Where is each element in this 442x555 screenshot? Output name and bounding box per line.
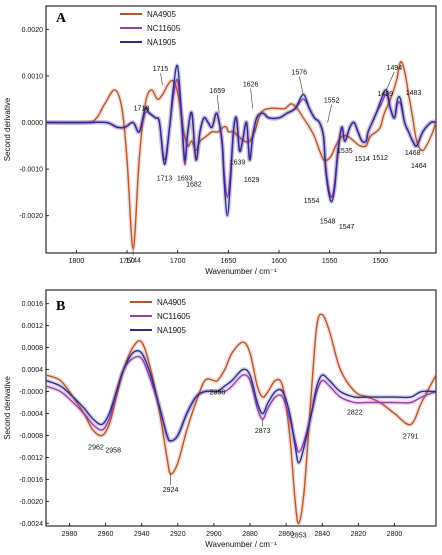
- x-tick-label: 2840: [314, 531, 330, 538]
- x-tick-label: 2820: [351, 531, 367, 538]
- annotation-label: 1535: [337, 148, 353, 155]
- annotation-leader: [160, 73, 163, 86]
- chart-panel-B: 0.0016 0.0012 0.0008 0.0004 -0.0000 -0.0004 -0…: [3, 289, 437, 549]
- annotation-label: 2822: [347, 410, 363, 417]
- annotation-label: 1576: [292, 70, 308, 77]
- y-tick-label: -0.0020: [19, 499, 43, 506]
- annotation-label: 1483: [406, 90, 422, 97]
- x-tick-label: 2900: [206, 531, 222, 538]
- annotation-label: 2962: [88, 444, 104, 451]
- y-axis-label: Second derivative: [3, 376, 12, 440]
- annotation-leader: [216, 95, 220, 114]
- annotation-label: 1639: [230, 159, 246, 166]
- panel-label: A: [56, 11, 67, 26]
- chart-panel-A: 0.0020 0.0010 0.0000 -0.0010 -0.0020 1800 1750…: [3, 5, 437, 276]
- annotation-label: 2791: [403, 433, 419, 440]
- annotation-label: 1626: [243, 82, 259, 89]
- x-tick-label: 1650: [221, 258, 237, 265]
- x-axis-label: Wavenumber / cm⁻¹: [205, 540, 277, 549]
- y-tick-label: -0.0024: [19, 521, 43, 528]
- series-halo-NA1905: [46, 63, 436, 218]
- legend-label: NC11605: [157, 312, 191, 321]
- series-line-NA1905: [46, 64, 436, 217]
- annotation-label: 1715: [153, 66, 169, 73]
- x-tick-label: 2980: [62, 531, 78, 538]
- legend: NA4905 NC11605 NA1905: [120, 10, 181, 47]
- x-tick-label: 2860: [278, 531, 294, 538]
- annotation-label: 1547: [339, 224, 355, 231]
- series-halo-NA1905: [46, 348, 436, 466]
- annotation-label: 1548: [320, 219, 336, 226]
- y-tick-label: 0.0008: [22, 345, 44, 352]
- y-tick-label: 0.0004: [22, 367, 44, 374]
- y-tick-label: -0.0004: [19, 411, 43, 418]
- y-tick-label: 0.0020: [22, 27, 44, 34]
- panel-label: B: [56, 299, 65, 314]
- legend-label: NA4905: [147, 10, 176, 19]
- annotation-label: 2853: [291, 532, 307, 539]
- x-tick-label: 1750: [119, 258, 135, 265]
- annotation-label: 1718: [134, 106, 150, 113]
- x-tick-label: 1700: [170, 258, 186, 265]
- annotation-label: 1494: [387, 65, 403, 72]
- annotation-leader: [327, 104, 332, 123]
- annotation-label: 1713: [157, 175, 173, 182]
- y-tick-label: -0.0010: [19, 167, 43, 174]
- annotation-leader: [299, 76, 304, 95]
- y-tick-label: 0.0010: [22, 73, 44, 80]
- x-tick-label: 2800: [387, 531, 403, 538]
- y-axis-label: Second derivative: [3, 97, 12, 161]
- annotation-label: 2958: [105, 447, 121, 454]
- annotation-leader: [386, 71, 395, 91]
- legend-label: NA1905: [147, 38, 176, 47]
- annotation-label: 1468: [405, 150, 421, 157]
- annotation-label: 1464: [411, 163, 427, 170]
- y-tick-label: -0.0012: [19, 455, 43, 462]
- legend: NA4905 NC11605 NA1905: [130, 298, 191, 335]
- y-tick-label: -0.0016: [19, 477, 43, 484]
- legend-label: NA4905: [157, 298, 186, 307]
- annotation-label: 1693: [177, 175, 193, 182]
- series-line-NA1905: [46, 350, 436, 464]
- annotation-label: 1514: [354, 156, 370, 163]
- x-axis-label: Wavenumber / cm⁻¹: [205, 267, 277, 276]
- annotation-label: 1499: [378, 91, 394, 98]
- x-tick-label: 2940: [134, 531, 150, 538]
- legend-label: NA1905: [157, 326, 186, 335]
- annotation-label: 1554: [304, 198, 320, 205]
- y-tick-label: 0.0012: [22, 323, 44, 330]
- x-tick-label: 2880: [242, 531, 258, 538]
- annotation-label: 1629: [244, 177, 260, 184]
- annotation-label: 1659: [209, 88, 225, 95]
- annotation-label: 2873: [255, 428, 271, 435]
- series-line-NA4905: [46, 60, 436, 250]
- x-tick-label: 1500: [372, 258, 388, 265]
- y-tick-label: -0.0020: [19, 213, 43, 220]
- annotation-label: 1744: [125, 257, 141, 264]
- y-tick-label: -0.0008: [19, 433, 43, 440]
- y-tick-label: -0.0000: [19, 389, 43, 396]
- annotation-label: 1682: [186, 181, 202, 188]
- x-tick-label: 2920: [170, 531, 186, 538]
- annotation-label: 2898: [210, 390, 226, 397]
- annotation-label: 1512: [372, 155, 388, 162]
- annotation-label: 1552: [324, 98, 340, 105]
- annotation-leader: [250, 88, 253, 109]
- plot-frame: [45, 5, 437, 254]
- y-tick-label: 0.0016: [22, 301, 44, 308]
- annotation-label: 2924: [163, 487, 179, 494]
- plot-frame: [45, 289, 437, 527]
- x-tick-label: 2960: [98, 531, 114, 538]
- x-tick-label: 1600: [271, 258, 287, 265]
- x-tick-label: 1550: [322, 258, 338, 265]
- legend-label: NC11605: [147, 24, 181, 33]
- x-tick-label: 1800: [69, 258, 85, 265]
- y-tick-label: 0.0000: [22, 120, 44, 127]
